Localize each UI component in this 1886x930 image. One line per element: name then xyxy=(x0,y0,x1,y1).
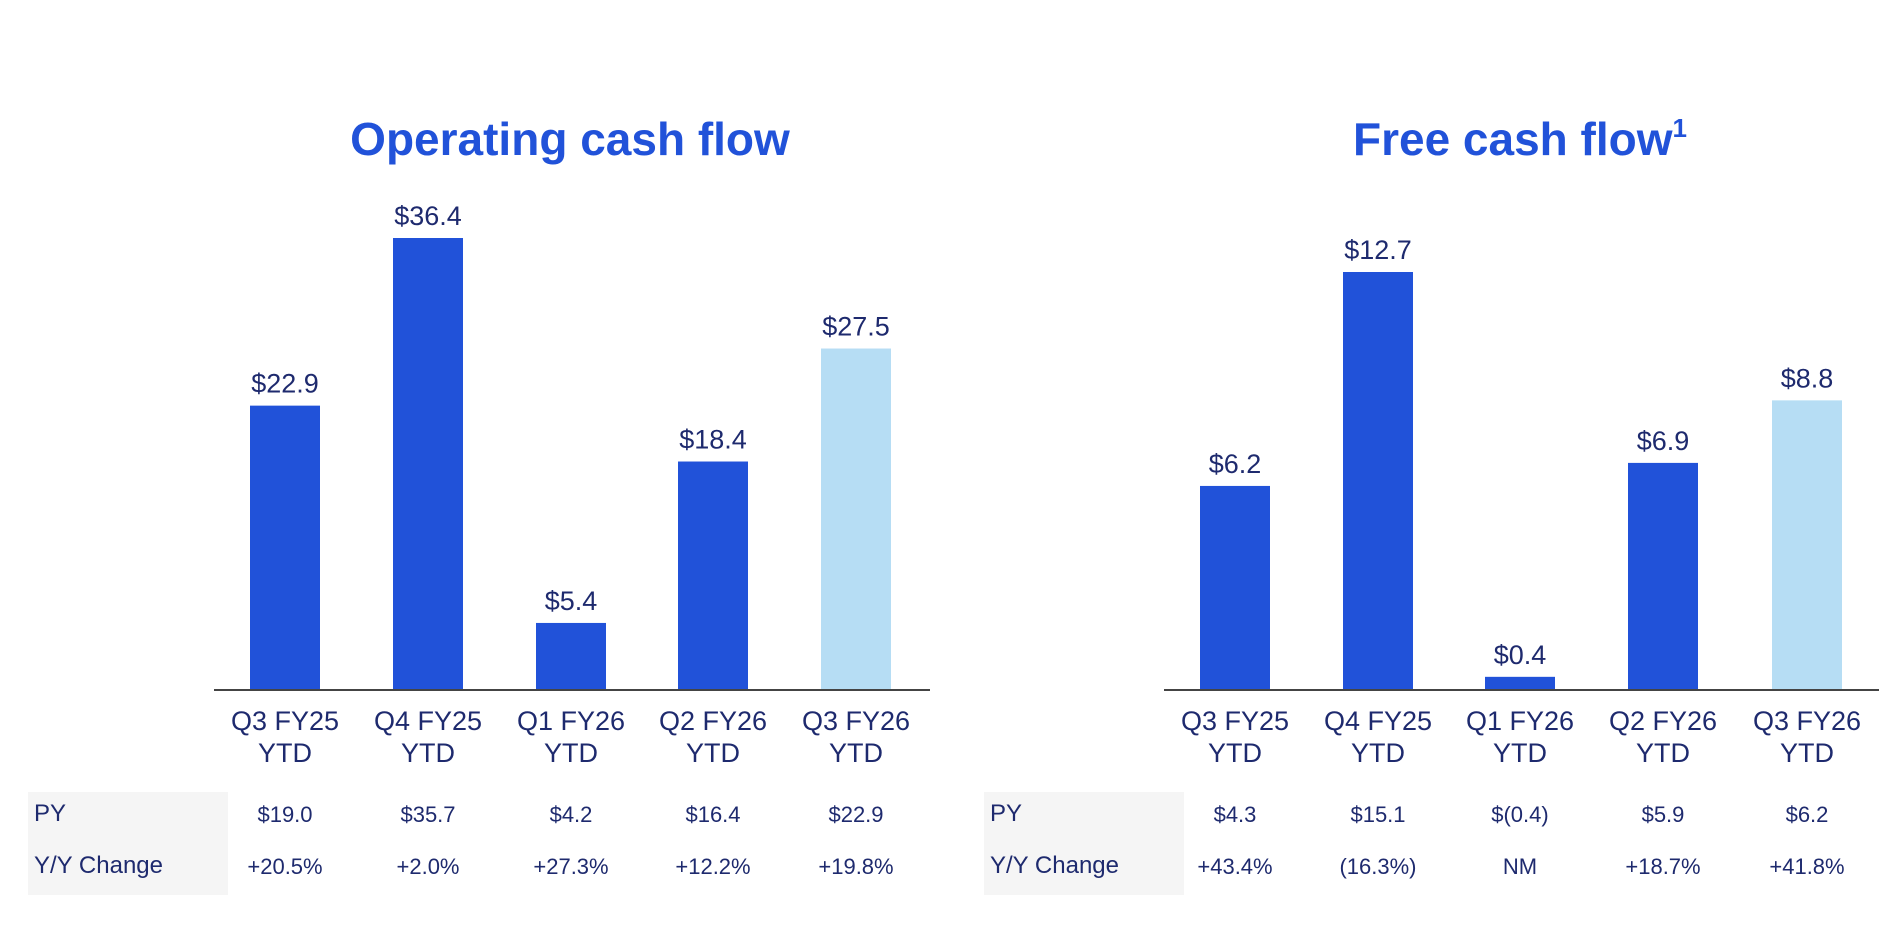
fcf-category-label-4: Q2 FY26 xyxy=(1609,706,1717,736)
fcf-value-label-3: $0.4 xyxy=(1494,640,1547,670)
ocf-table-cell: $35.7 xyxy=(400,802,456,827)
ocf-table-row-label: PY xyxy=(34,800,67,827)
ocf-table-cell: +27.3% xyxy=(533,854,609,879)
fcf-table-cell: $5.9 xyxy=(1641,802,1685,827)
fcf-bar-4 xyxy=(1628,462,1698,690)
ocf-value-label-5: $27.5 xyxy=(822,312,890,342)
fcf-category-label-4: YTD xyxy=(1636,738,1690,768)
fcf-category-label-5: YTD xyxy=(1780,738,1834,768)
fcf-table-row-label: Y/Y Change xyxy=(990,852,1119,879)
fcf-category-label-3: YTD xyxy=(1493,738,1547,768)
fcf-value-label-2: $12.7 xyxy=(1344,235,1412,265)
ocf-category-label-4: YTD xyxy=(686,738,740,768)
fcf-table-cell: +18.7% xyxy=(1625,854,1701,879)
fcf-category-label-5: Q3 FY26 xyxy=(1753,706,1861,736)
chart-title-free-cash-flow: Free cash flow1 xyxy=(1352,113,1688,165)
ocf-category-label-1: Q3 FY25 xyxy=(231,706,339,736)
fcf-category-label-1: Q3 FY25 xyxy=(1181,706,1289,736)
ocf-category-label-2: YTD xyxy=(401,738,455,768)
ocf-bar-4 xyxy=(678,461,748,690)
fcf-category-label-1: YTD xyxy=(1208,738,1262,768)
fcf-bar-1 xyxy=(1200,485,1270,690)
fcf-table-cell: $15.1 xyxy=(1350,802,1406,827)
ocf-table-cell: +19.8% xyxy=(818,854,894,879)
ocf-bar-2 xyxy=(393,238,463,690)
ocf-value-label-2: $36.4 xyxy=(394,201,462,231)
ocf-table-cell: +20.5% xyxy=(247,854,323,879)
fcf-table-cell: $6.2 xyxy=(1785,802,1829,827)
fcf-value-label-1: $6.2 xyxy=(1209,449,1262,479)
footnote-marker: 1 xyxy=(1672,113,1688,143)
ocf-table-cell: $16.4 xyxy=(685,802,741,827)
fcf-category-label-3: Q1 FY26 xyxy=(1466,706,1574,736)
ocf-table-cell: $22.9 xyxy=(828,802,884,827)
ocf-category-label-1: YTD xyxy=(258,738,312,768)
fcf-category-label-2: Q4 FY25 xyxy=(1324,706,1432,736)
fcf-bar-3 xyxy=(1485,676,1555,690)
fcf-table-row-label: PY xyxy=(990,800,1023,827)
fcf-value-label-5: $8.8 xyxy=(1781,363,1834,393)
ocf-category-label-2: Q4 FY25 xyxy=(374,706,482,736)
ocf-table-cell: +12.2% xyxy=(675,854,751,879)
ocf-category-label-3: YTD xyxy=(544,738,598,768)
ocf-bar-1 xyxy=(250,405,320,690)
ocf-category-label-3: Q1 FY26 xyxy=(517,706,625,736)
ocf-value-label-1: $22.9 xyxy=(251,369,319,399)
ocf-table-row-label: Y/Y Change xyxy=(34,852,163,879)
ocf-bar-5 xyxy=(821,348,891,690)
ocf-value-label-4: $18.4 xyxy=(679,425,747,455)
fcf-table-cell: $4.3 xyxy=(1213,802,1257,827)
ocf-table-cell: $19.0 xyxy=(257,802,313,827)
fcf-table-cell: NM xyxy=(1502,854,1538,879)
fcf-table-cell: (16.3%) xyxy=(1339,854,1417,879)
fcf-bar-2 xyxy=(1343,272,1413,690)
fcf-table-cell: +43.4% xyxy=(1197,854,1273,879)
ocf-table-label-column xyxy=(28,792,228,895)
ocf-category-label-5: YTD xyxy=(829,738,883,768)
ocf-value-label-3: $5.4 xyxy=(545,586,598,616)
fcf-value-label-4: $6.9 xyxy=(1637,426,1690,456)
ocf-table-cell: $4.2 xyxy=(549,802,593,827)
fcf-table-label-column xyxy=(984,792,1184,895)
ocf-category-label-4: Q2 FY26 xyxy=(659,706,767,736)
ocf-table-cell: +2.0% xyxy=(396,854,460,879)
fcf-table-cell: +41.8% xyxy=(1769,854,1845,879)
ocf-category-label-5: Q3 FY26 xyxy=(802,706,910,736)
ocf-bar-3 xyxy=(536,622,606,690)
fcf-bar-5 xyxy=(1772,400,1842,690)
chart-title-operating-cash-flow: Operating cash flow xyxy=(350,113,790,165)
fcf-table-cell: $(0.4) xyxy=(1491,802,1549,827)
fcf-category-label-2: YTD xyxy=(1351,738,1405,768)
